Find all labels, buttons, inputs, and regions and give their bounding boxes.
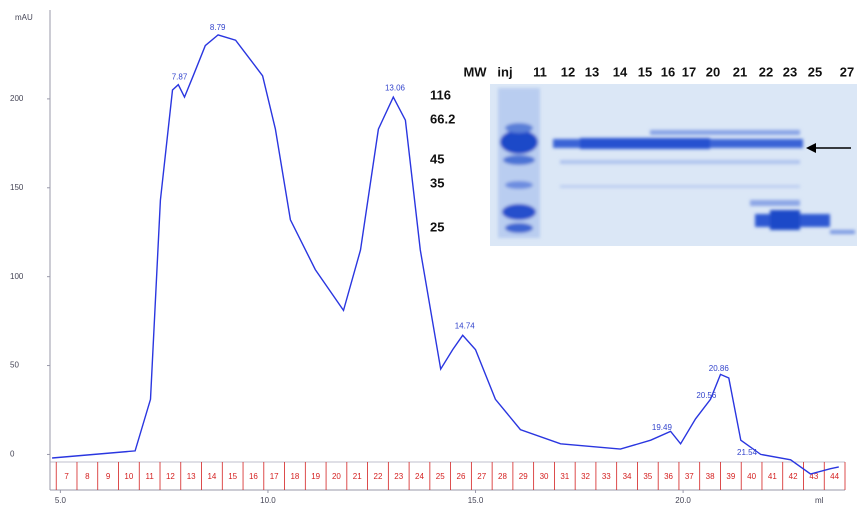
gel-lane-label: 23 [783, 64, 797, 79]
gel-lane-label: 27 [840, 64, 854, 79]
fraction-label: 43 [809, 472, 818, 481]
peak-label: 21.54 [737, 448, 758, 457]
fraction-label: 31 [560, 472, 569, 481]
gel-lane-label: 12 [561, 64, 575, 79]
x-tick-label: 15.0 [468, 496, 484, 505]
x-tick-label: 10.0 [260, 496, 276, 505]
peak-label: 19.49 [652, 423, 673, 432]
gel-marker-label: 66.2 [430, 111, 455, 126]
fraction-label: 13 [187, 472, 196, 481]
fraction-label: 11 [145, 472, 154, 481]
fraction-label: 34 [623, 472, 632, 481]
gel-lane-label: 20 [706, 64, 720, 79]
gel-bands [498, 88, 855, 238]
peak-label: 14.74 [455, 322, 476, 331]
fraction-label: 32 [581, 472, 590, 481]
gel-lane-label: inj [497, 64, 512, 79]
gel-image: MW inj 11 12 13 14 15 16 17 20 21 22 23 25 27 116 66.2 45… [430, 64, 857, 246]
fraction-label: 27 [477, 472, 486, 481]
gel-lane-label: 11 [533, 64, 547, 79]
x-tick-label: 5.0 [55, 496, 67, 505]
chromatogram-line [52, 34, 839, 475]
fraction-label: 19 [311, 472, 320, 481]
fraction-label: 8 [85, 472, 90, 481]
fraction-label: 33 [602, 472, 611, 481]
gel-lane-label: 21 [733, 64, 747, 79]
gel-lane-label: 13 [585, 64, 599, 79]
fraction-label: 23 [394, 472, 403, 481]
y-tick-label: 100 [10, 272, 24, 281]
gel-marker-label: 35 [430, 175, 444, 190]
fraction-label: 30 [540, 472, 549, 481]
gel-lane-label: 17 [682, 64, 696, 79]
y-tick-label: 200 [10, 94, 24, 103]
fraction-label: 16 [249, 472, 258, 481]
gel-marker-label: 116 [430, 87, 451, 102]
x-tick-label: 20.0 [675, 496, 691, 505]
fraction-label: 40 [747, 472, 756, 481]
fraction-label: 24 [415, 472, 424, 481]
fraction-label: 14 [207, 472, 216, 481]
fraction-label: 36 [664, 472, 673, 481]
fraction-label: 9 [106, 472, 111, 481]
gel-lane-label: 22 [759, 64, 773, 79]
gel-marker-label: 45 [430, 151, 444, 166]
peak-label: 20.56 [696, 391, 717, 400]
fraction-label: 17 [270, 472, 279, 481]
gel-arrow-head [806, 143, 816, 153]
fraction-label: 44 [830, 472, 839, 481]
y-tick-label: 150 [10, 183, 24, 192]
fraction-label: 21 [353, 472, 362, 481]
fraction-label: 26 [457, 472, 466, 481]
fraction-label: 29 [519, 472, 528, 481]
fraction-label: 38 [706, 472, 715, 481]
y-tick-label: 0 [10, 450, 15, 459]
fraction-label: 7 [64, 472, 69, 481]
fraction-label: 41 [768, 472, 777, 481]
fraction-label: 10 [124, 472, 133, 481]
gel-lane-label: 25 [808, 64, 822, 79]
fraction-label: 25 [436, 472, 445, 481]
peak-label: 20.86 [709, 364, 730, 373]
peak-label: 13.06 [385, 83, 406, 92]
y-tick-label: 50 [10, 361, 19, 370]
fraction-label: 37 [685, 472, 694, 481]
gel-marker-label: 25 [430, 219, 444, 234]
fraction-label: 18 [290, 472, 299, 481]
peak-label: 8.79 [210, 23, 226, 32]
gel-lane-label: 15 [638, 64, 652, 79]
gel-lane-label: MW [463, 64, 487, 79]
fraction-label: 20 [332, 472, 341, 481]
fraction-label: 15 [228, 472, 237, 481]
y-axis-label: mAU [15, 13, 33, 22]
peak-label: 7.87 [172, 73, 188, 82]
fraction-label: 28 [498, 472, 507, 481]
gel-lane-label: 14 [613, 64, 628, 79]
fraction-label: 42 [789, 472, 798, 481]
fraction-label: 39 [726, 472, 735, 481]
gel-lane-label: 16 [661, 64, 675, 79]
fraction-label: 35 [643, 472, 652, 481]
fraction-label: 22 [374, 472, 383, 481]
x-axis-label: ml [815, 496, 824, 505]
fraction-label: 12 [166, 472, 175, 481]
